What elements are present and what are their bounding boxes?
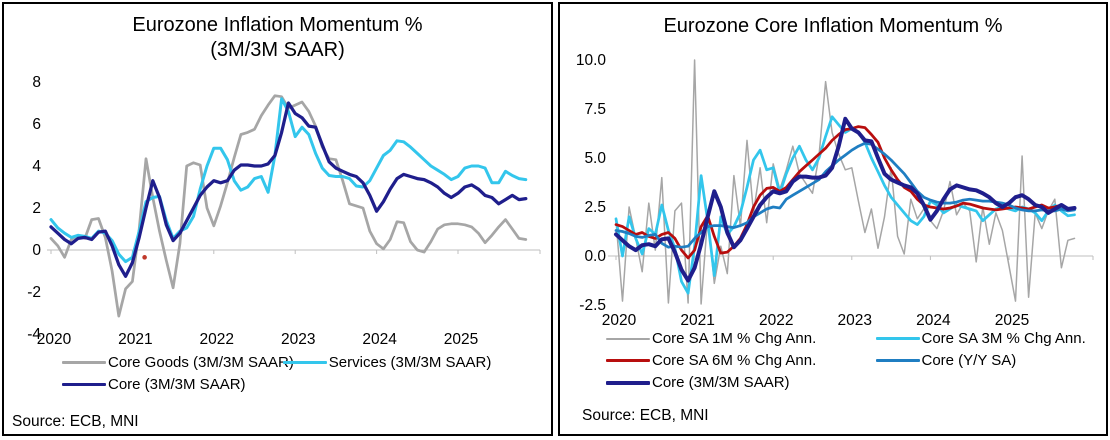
- legend-label: Core (3M/3M SAAR): [652, 374, 790, 391]
- x-tick-label: 2024: [362, 331, 397, 348]
- legend-swatch: [282, 361, 327, 364]
- left-chart-legend: Core Goods (3M/3M SAAR) Services (3M/3M S…: [62, 355, 522, 392]
- legend-label: Services (3M/3M SAAR): [328, 354, 492, 371]
- x-tick-label: 2024: [916, 312, 951, 329]
- series-line-core-goods-3m-3m-saar-: [49, 94, 528, 318]
- x-tick-label: 2022: [200, 331, 234, 348]
- x-tick-label: 2020: [602, 312, 637, 329]
- red-dot-marker: [142, 255, 147, 260]
- right-chart-title: Eurozone Core Inflation Momentum %: [560, 4, 1106, 39]
- x-tick-label: 2025: [444, 331, 478, 348]
- y-tick-label: 8: [32, 74, 41, 91]
- left-chart-panel: Eurozone Inflation Momentum % (3M/3M SAA…: [2, 2, 553, 436]
- legend-swatch: [606, 359, 650, 362]
- series-line-core-3m-3m-saar-: [614, 116, 1077, 283]
- legend-item-core-goods-3m-3m-saar-: Core Goods (3M/3M SAAR): [62, 355, 294, 370]
- x-tick-label: 2023: [281, 331, 315, 348]
- legend-label: Core SA 3M % Chg Ann.: [921, 330, 1086, 347]
- legend-label: Core SA 6M % Chg Ann.: [652, 352, 817, 369]
- left-chart-title: Eurozone Inflation Momentum % (3M/3M SAA…: [4, 4, 551, 63]
- y-tick-label: 4: [32, 158, 41, 175]
- y-tick-label: 5.0: [584, 150, 606, 167]
- y-tick-label: 0.0: [584, 248, 606, 265]
- right-chart-legend: Core SA 1M % Chg Ann. Core SA 3M % Chg An…: [606, 331, 1096, 390]
- y-tick-label: -2: [27, 284, 41, 301]
- legend-item-core-3m-3m-saar-: Core (3M/3M SAAR): [62, 377, 283, 392]
- legend-label: Core SA 1M % Chg Ann.: [652, 330, 817, 347]
- legend-swatch: [606, 380, 650, 385]
- legend-item-core-3m-3m-saar-: Core (3M/3M SAAR): [606, 375, 876, 390]
- series-line-core-sa-6m-chg-ann-: [614, 125, 1076, 260]
- x-tick-label: 2022: [759, 312, 793, 329]
- y-tick-label: 2.5: [584, 199, 606, 216]
- x-tick-label: 2020: [37, 331, 72, 348]
- right-chart-source: Source: ECB, MNI: [582, 407, 709, 424]
- series-line-core-3m-3m-saar-: [49, 101, 528, 278]
- legend-swatch: [62, 361, 106, 364]
- legend-item-core-y-y-sa-: Core (Y/Y SA): [875, 352, 1097, 369]
- legend-item-services-3m-3m-saar-: Services (3M/3M SAAR): [282, 354, 522, 371]
- legend-swatch: [875, 337, 920, 340]
- y-tick-label: 10.0: [576, 52, 607, 69]
- x-tick-label: 2021: [118, 331, 152, 348]
- y-tick-label: -4: [27, 326, 41, 343]
- legend-label: Core (Y/Y SA): [921, 352, 1017, 369]
- left-chart-title-line1: Eurozone Inflation Momentum %: [132, 14, 423, 36]
- legend-item-core-sa-3m-chg-ann-: Core SA 3M % Chg Ann.: [875, 330, 1097, 347]
- x-tick-label: 2021: [680, 312, 714, 329]
- legend-swatch: [875, 359, 920, 362]
- y-tick-label: 7.5: [584, 101, 606, 118]
- legend-item-core-sa-1m-chg-ann-: Core SA 1M % Chg Ann.: [606, 331, 876, 346]
- y-tick-label: 6: [32, 116, 41, 133]
- legend-item-core-sa-6m-chg-ann-: Core SA 6M % Chg Ann.: [606, 353, 876, 368]
- series-line-core-sa-1m-chg-ann-: [615, 59, 1076, 305]
- right-chart-panel: Eurozone Core Inflation Momentum % 10.0 7…: [558, 2, 1108, 436]
- legend-swatch: [606, 337, 650, 340]
- series-line-core-y-y-sa-: [614, 141, 1076, 249]
- y-tick-label: 2: [32, 200, 41, 217]
- right-chart-title-line1: Eurozone Core Inflation Momentum %: [663, 15, 1003, 37]
- y-tick-label: -2.5: [579, 297, 606, 314]
- legend-label: Core Goods (3M/3M SAAR): [108, 354, 294, 371]
- left-chart-title-line2: (3M/3M SAAR): [210, 39, 345, 61]
- legend-swatch: [62, 383, 106, 386]
- x-tick-label: 2025: [995, 312, 1029, 329]
- series-line-services-3m-3m-saar-: [49, 97, 528, 264]
- y-tick-label: 0: [32, 242, 41, 259]
- x-tick-label: 2023: [838, 312, 872, 329]
- left-chart-source: Source: ECB, MNI: [12, 413, 139, 430]
- legend-label: Core (3M/3M SAAR): [108, 376, 246, 393]
